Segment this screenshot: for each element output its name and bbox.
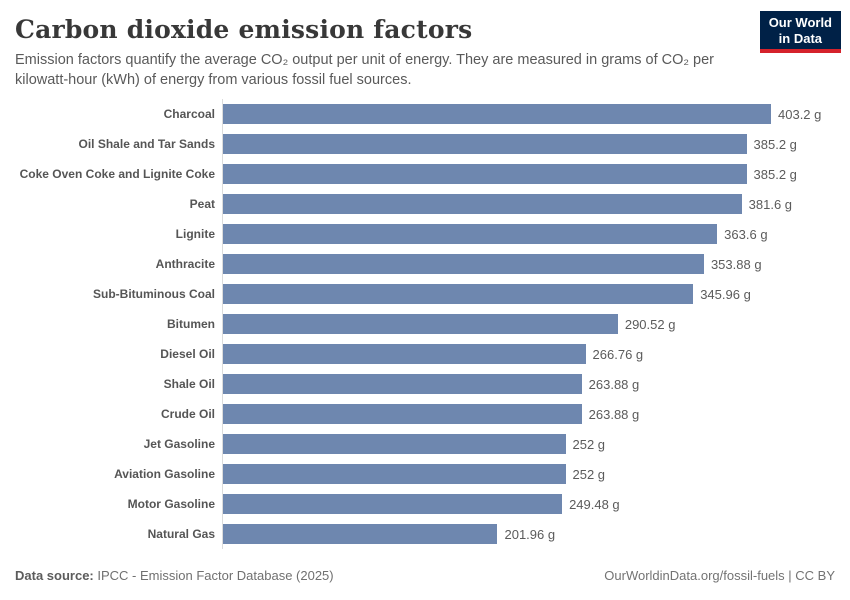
value-label: 385.2 g [753,166,797,182]
bar-track: 263.88 g [222,399,850,429]
category-label: Natural Gas [147,527,215,541]
bar[interactable] [223,494,563,514]
bar-track: 201.96 g [222,519,850,549]
value-label: 201.96 g [504,526,556,542]
value-label: 381.6 g [748,196,793,212]
bar-row: Aviation Gasoline 252 g [0,459,850,489]
bar-track: 385.2 g [222,159,850,189]
value-label: 403.2 g [778,106,822,122]
bar[interactable] [223,524,498,544]
value-label: 263.88 g [588,406,640,422]
bar-chart: Charcoal 403.2 g Oil Shale and Tar Sands 38… [0,99,850,549]
bar-row: Lignite 363.6 g [0,219,850,249]
category-label: Jet Gasoline [143,437,215,451]
owid-logo[interactable]: Our World in Data [759,11,841,53]
category-label: Bitumen [167,317,215,331]
value-label: 363.6 g [724,226,768,242]
category-label: Aviation Gasoline [114,467,215,481]
data-source-text: IPCC - Emission Factor Database (2025) [93,568,334,583]
bar[interactable] [223,374,582,394]
bar[interactable] [223,344,586,364]
category-label: Lignite [175,227,215,241]
data-source-label: Data source: [15,568,94,583]
owid-logo-line2: in Data [778,30,823,46]
bar[interactable] [223,164,747,184]
category-label: Oil Shale and Tar Sands [78,137,215,151]
bar[interactable] [223,104,771,124]
bar-track: 249.48 g [222,489,850,519]
value-label: 266.76 g [592,346,644,362]
category-label: Coke Oven Coke and Lignite Coke [19,167,215,181]
chart-subtitle: Emission factors quantify the average CO… [15,52,715,88]
bar-row: Motor Gasoline 249.48 g [0,489,850,519]
category-label: Diesel Oil [160,347,215,361]
category-label: Motor Gasoline [127,497,215,511]
bar-row: Coke Oven Coke and Lignite Coke 385.2 g [0,159,850,189]
bar-row: Anthracite 353.88 g [0,249,850,279]
chart-footer: Data source: IPCC - Emission Factor Data… [15,568,835,583]
value-label: 290.52 g [624,316,676,332]
bar-track: 385.2 g [222,129,850,159]
chart-header: Carbon dioxide emission factors Emission… [0,0,850,90]
bar-track: 381.6 g [222,189,850,219]
bar[interactable] [223,224,718,244]
bar-row: Natural Gas 201.96 g [0,519,850,549]
category-label: Sub-Bituminous Coal [93,287,215,301]
bar-row: Bitumen 290.52 g [0,309,850,339]
bar-track: 252 g [222,429,850,459]
bar-track: 403.2 g [222,99,850,129]
bar[interactable] [223,284,694,304]
bar[interactable] [223,134,747,154]
owid-url-license[interactable]: OurWorldinData.org/fossil-fuels | CC BY [604,568,835,583]
bar-row: Peat 381.6 g [0,189,850,219]
value-label: 252 g [572,466,606,482]
data-source-line: Data source: IPCC - Emission Factor Data… [15,568,334,583]
bar-row: Oil Shale and Tar Sands 385.2 g [0,129,850,159]
bar-track: 263.88 g [222,369,850,399]
bar-row: Shale Oil 263.88 g [0,369,850,399]
bar[interactable] [223,404,582,424]
bar-row: Crude Oil 263.88 g [0,399,850,429]
value-label: 353.88 g [710,256,762,272]
owid-logo-line1: Our World [768,15,832,30]
bar[interactable] [223,464,566,484]
bar-row: Jet Gasoline 252 g [0,429,850,459]
chart-title: Carbon dioxide emission factors [15,15,473,44]
value-label: 345.96 g [700,286,751,302]
bar-track: 345.96 g [222,279,850,309]
category-label: Peat [189,197,215,211]
bar[interactable] [223,314,618,334]
bar-track: 290.52 g [222,309,850,339]
category-label: Shale Oil [163,377,215,391]
bar-row: Diesel Oil 266.76 g [0,339,850,369]
category-label: Charcoal [163,107,215,121]
bar[interactable] [223,194,742,214]
value-label: 385.2 g [753,136,797,152]
bar[interactable] [223,254,704,274]
category-label: Crude Oil [160,407,215,421]
bar-track: 252 g [222,459,850,489]
value-label: 263.88 g [588,376,640,392]
bar-track: 353.88 g [222,249,850,279]
value-label: 249.48 g [569,496,620,512]
bar-track: 266.76 g [222,339,850,369]
value-label: 252 g [572,436,606,452]
bar[interactable] [223,434,566,454]
bar-row: Sub-Bituminous Coal 345.96 g [0,279,850,309]
bar-track: 363.6 g [222,219,850,249]
category-label: Anthracite [155,257,215,271]
bar-row: Charcoal 403.2 g [0,99,850,129]
